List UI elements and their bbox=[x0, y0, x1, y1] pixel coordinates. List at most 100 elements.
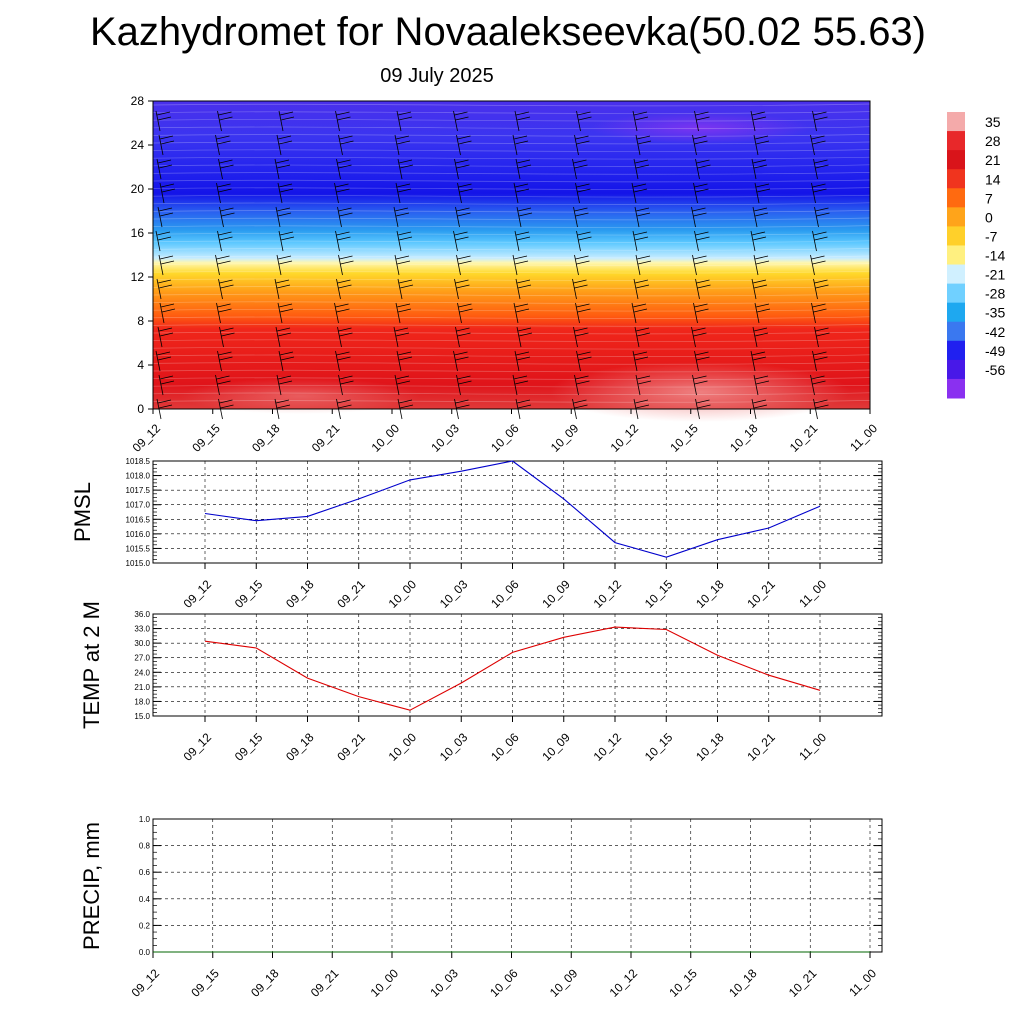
heatmap-xtick-label: 10_00 bbox=[369, 421, 403, 455]
colorbar-label: -49 bbox=[985, 343, 1005, 359]
contour-line bbox=[152, 164, 871, 168]
wind-barb bbox=[336, 158, 352, 180]
wind-barb bbox=[633, 278, 650, 300]
colorbar-swatch bbox=[947, 169, 965, 189]
wind-barb bbox=[576, 350, 592, 372]
precip-xtick-label: 09_18 bbox=[248, 966, 282, 1000]
wind-barb bbox=[157, 206, 174, 228]
colorbar-swatch bbox=[947, 302, 965, 323]
wind-barb bbox=[277, 182, 294, 204]
temp-ytick-label: 36.0 bbox=[134, 610, 150, 619]
wind-barb bbox=[396, 110, 413, 132]
wind-barb bbox=[218, 158, 234, 180]
pmsl-ytick-label: 1017.5 bbox=[126, 486, 151, 495]
wind-barb bbox=[692, 254, 708, 276]
wind-barb bbox=[275, 326, 292, 348]
temp-series-line bbox=[204, 626, 821, 711]
wind-barb bbox=[574, 134, 590, 156]
contour-line bbox=[152, 225, 871, 228]
wind-barb bbox=[395, 302, 412, 324]
heatmap-panel bbox=[152, 100, 871, 422]
wind-barb bbox=[515, 158, 532, 180]
wind-barb bbox=[397, 278, 414, 300]
pmsl-ytick-label: 1018.0 bbox=[126, 472, 151, 481]
pmsl-ytick-label: 1016.0 bbox=[126, 530, 151, 539]
contour-line bbox=[152, 369, 871, 373]
contour-line bbox=[152, 217, 871, 221]
wind-barb bbox=[335, 230, 351, 252]
pmsl-ytick-label: 1018.5 bbox=[126, 457, 151, 466]
wind-barb bbox=[753, 134, 770, 156]
wind-barb bbox=[216, 182, 232, 204]
colorbar-label: -42 bbox=[985, 324, 1005, 340]
precip-frame bbox=[152, 818, 883, 953]
wind-barb bbox=[632, 230, 649, 252]
pmsl-xtick-label: 10_09 bbox=[539, 577, 573, 611]
wind-barb bbox=[158, 254, 175, 276]
wind-barb bbox=[573, 206, 589, 228]
wind-barb bbox=[631, 302, 648, 324]
heatmap-ytick-label: 12 bbox=[131, 270, 145, 284]
temp-xtick-label: 10_18 bbox=[693, 730, 727, 764]
temp-frame bbox=[152, 613, 883, 717]
pmsl-ylabel: PMSL bbox=[70, 482, 95, 542]
wind-barb bbox=[215, 374, 231, 396]
pmsl-ytick-label: 1015.0 bbox=[126, 559, 151, 568]
contour-line bbox=[152, 301, 871, 304]
heatmap-xtick-label: 09_15 bbox=[189, 421, 223, 455]
contour-line bbox=[152, 286, 871, 289]
pmsl-xtick-label: 10_06 bbox=[488, 577, 522, 611]
wind-barb bbox=[394, 134, 411, 156]
precip-xtick-label: 10_15 bbox=[666, 966, 700, 1000]
precip-xtick-label: 10_18 bbox=[726, 966, 760, 1000]
wind-barb bbox=[635, 374, 652, 396]
wind-barb bbox=[158, 374, 175, 396]
wind-barb bbox=[334, 182, 350, 204]
wind-barb bbox=[750, 350, 767, 372]
contour-line bbox=[152, 134, 871, 137]
wind-barb bbox=[576, 230, 592, 252]
heatmap-xtick-label: 09_12 bbox=[130, 421, 164, 455]
wind-barb bbox=[512, 254, 529, 276]
temp-xtick-label: 09_18 bbox=[283, 730, 317, 764]
wind-barb bbox=[513, 182, 530, 204]
precip-ytick-label: 0.8 bbox=[139, 842, 151, 851]
temp-xtick-label: 10_03 bbox=[437, 730, 471, 764]
wind-barb bbox=[695, 158, 711, 180]
wind-barb bbox=[338, 134, 354, 156]
wind-barb bbox=[397, 158, 414, 180]
wind-barb bbox=[215, 134, 231, 156]
wind-barb bbox=[812, 230, 828, 252]
temp-panel bbox=[152, 613, 883, 722]
temp-ytick-label: 33.0 bbox=[134, 625, 150, 634]
wind-barb bbox=[338, 374, 354, 396]
wind-barb bbox=[335, 350, 351, 372]
wind-barb bbox=[337, 326, 353, 348]
wind-barb bbox=[159, 302, 176, 324]
precip-xtick-label: 09_12 bbox=[129, 966, 163, 1000]
wind-barb bbox=[514, 230, 531, 252]
wind-barb bbox=[455, 326, 471, 348]
wind-barb bbox=[814, 326, 830, 348]
contour-line bbox=[152, 232, 871, 236]
wind-barb bbox=[751, 278, 768, 300]
wind-barb bbox=[753, 254, 770, 276]
precip-xtick-label: 10_03 bbox=[427, 966, 461, 1000]
wind-barb bbox=[453, 350, 469, 372]
wind-barb bbox=[278, 230, 295, 252]
wind-barb bbox=[219, 206, 235, 228]
pmsl-ytick-label: 1016.5 bbox=[126, 515, 151, 524]
wind-barb bbox=[334, 302, 350, 324]
temp-xtick-label: 10_15 bbox=[642, 730, 676, 764]
wind-barb bbox=[155, 230, 172, 252]
temp-ytick-label: 18.0 bbox=[134, 697, 150, 706]
temp-ytick-label: 21.0 bbox=[134, 683, 150, 692]
contour-line bbox=[152, 362, 871, 365]
wind-barb bbox=[513, 302, 530, 324]
temp-xtick-label: 10_21 bbox=[744, 730, 778, 764]
pmsl-xtick-label: 10_03 bbox=[437, 577, 471, 611]
chart-title: Kazhydromet for Novaalekseevka(50.02 55.… bbox=[89, 10, 926, 54]
colorbar-label: 28 bbox=[985, 133, 1001, 149]
wind-barb bbox=[572, 158, 588, 180]
wind-barb bbox=[692, 134, 708, 156]
